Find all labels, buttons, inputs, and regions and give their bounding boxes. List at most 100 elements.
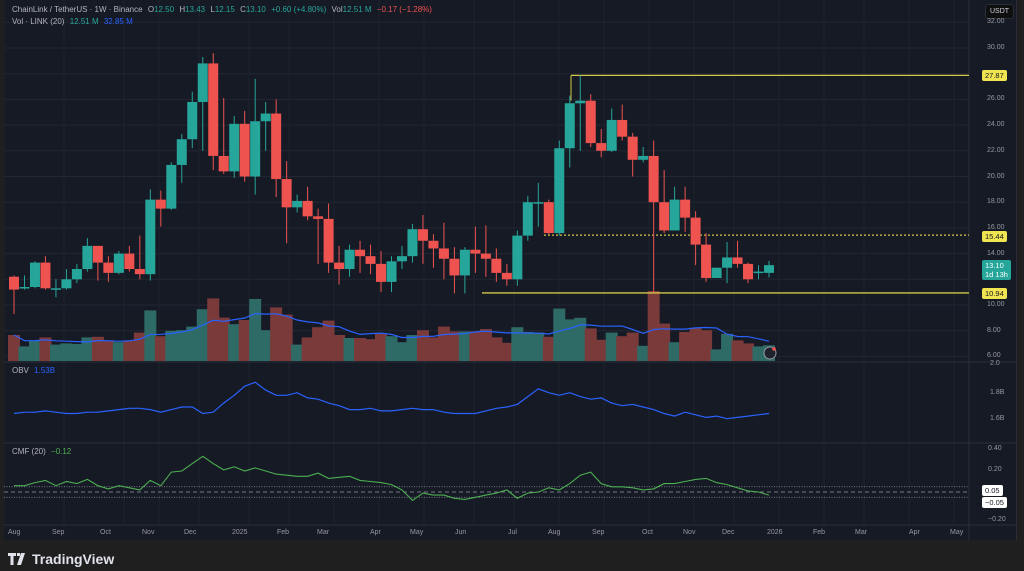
time-tick: Dec bbox=[722, 529, 735, 536]
volume-bar bbox=[322, 320, 335, 361]
tradingview-logo[interactable]: TradingView bbox=[8, 551, 114, 567]
candle bbox=[386, 261, 397, 282]
obv-tick: 1.6B bbox=[990, 415, 1005, 422]
volume-bar bbox=[238, 320, 251, 361]
volume-bar bbox=[364, 339, 377, 361]
volume-bar bbox=[395, 342, 408, 361]
volume-value: 12.51 M bbox=[342, 5, 372, 14]
candle bbox=[543, 202, 554, 234]
time-tick: May bbox=[410, 529, 424, 536]
candle bbox=[250, 121, 261, 177]
volume-bar bbox=[574, 317, 587, 361]
candle bbox=[260, 113, 271, 122]
time-tick: Nov bbox=[142, 529, 155, 536]
candle bbox=[92, 245, 103, 263]
volume-bar bbox=[102, 341, 115, 361]
candle bbox=[197, 63, 208, 102]
candle bbox=[323, 218, 334, 263]
candle bbox=[764, 265, 774, 273]
candle bbox=[187, 101, 198, 140]
obv-line bbox=[13, 381, 770, 420]
volume-bar bbox=[8, 335, 20, 361]
candle bbox=[417, 229, 428, 241]
cmf-upper-level-label: 0.05 bbox=[982, 485, 1003, 496]
time-tick: Jun bbox=[455, 529, 467, 536]
close-value: 13.10 bbox=[245, 5, 266, 14]
candle bbox=[617, 119, 628, 137]
candle bbox=[575, 100, 586, 104]
cmf-legend[interactable]: CMF (20) −0.12 bbox=[12, 447, 74, 456]
candle bbox=[564, 103, 575, 149]
cmf-value: −0.12 bbox=[51, 447, 72, 456]
currency-button[interactable]: USDT bbox=[985, 4, 1015, 19]
chart-canvas[interactable] bbox=[4, 0, 1016, 540]
cmf-tick: 0.20 bbox=[988, 466, 1002, 473]
candle bbox=[638, 155, 649, 160]
high-value: 13.43 bbox=[185, 5, 206, 14]
candle bbox=[313, 216, 324, 219]
candle bbox=[218, 155, 229, 172]
volume-bar bbox=[375, 333, 388, 361]
volume-bar bbox=[521, 332, 534, 361]
candle bbox=[501, 272, 512, 280]
candle bbox=[208, 63, 219, 156]
volume-bar bbox=[343, 338, 356, 361]
candle bbox=[40, 262, 51, 289]
candle bbox=[596, 143, 607, 151]
volume-bar bbox=[553, 308, 566, 361]
bar-countdown: 1d 13h bbox=[985, 270, 1008, 279]
volume-bar bbox=[479, 329, 492, 361]
candle bbox=[71, 269, 82, 280]
symbol-legend[interactable]: ChainLink / TetherUS · 1W · Binance O12.… bbox=[12, 5, 432, 14]
candle bbox=[407, 229, 418, 257]
cmf-line bbox=[14, 455, 770, 502]
time-tick: Apr bbox=[370, 529, 381, 536]
volume-bar bbox=[458, 331, 471, 361]
candle bbox=[533, 202, 544, 204]
volume-bar bbox=[731, 340, 744, 361]
volume-bar bbox=[595, 339, 608, 361]
volume-bar bbox=[742, 343, 755, 361]
volume-bar bbox=[710, 349, 723, 361]
volume-bar bbox=[207, 298, 220, 361]
volume-bar bbox=[217, 317, 230, 361]
volume-bar bbox=[448, 331, 461, 361]
candle bbox=[491, 258, 502, 273]
volume-bar bbox=[563, 319, 576, 361]
candle bbox=[701, 244, 712, 279]
volume-bar bbox=[259, 330, 272, 361]
candle bbox=[176, 139, 187, 165]
candle bbox=[344, 249, 355, 270]
chart-frame[interactable] bbox=[4, 0, 1017, 540]
brand-name: TradingView bbox=[32, 551, 115, 567]
candle bbox=[711, 267, 722, 279]
candle bbox=[743, 263, 754, 280]
volume-bar bbox=[658, 323, 671, 361]
price-tick: 6.00 bbox=[987, 352, 1001, 360]
volume-bar bbox=[668, 342, 681, 361]
cmf-tick: −0.20 bbox=[988, 516, 1006, 523]
candle bbox=[281, 179, 292, 208]
candle bbox=[659, 202, 670, 231]
symbol-title: ChainLink / TetherUS · 1W · Binance bbox=[12, 5, 143, 14]
volume-bar bbox=[679, 332, 692, 361]
candle bbox=[606, 119, 617, 151]
candle bbox=[512, 235, 523, 280]
volume-bar bbox=[437, 326, 450, 361]
candle bbox=[449, 258, 460, 276]
time-tick: Feb bbox=[277, 529, 290, 536]
resistance-high-label: 27.87 bbox=[982, 70, 1007, 81]
volume-indicator-label: Vol · LINK (20) bbox=[12, 17, 65, 26]
candle bbox=[302, 200, 313, 217]
candle bbox=[355, 249, 366, 257]
candle bbox=[229, 123, 240, 172]
obv-legend[interactable]: OBV 1.53B bbox=[12, 366, 58, 375]
current-price: 13.10 bbox=[985, 261, 1004, 270]
volume-legend[interactable]: Vol · LINK (20) 12.51 M 32.85 M bbox=[12, 17, 136, 26]
time-tick: Oct bbox=[100, 529, 111, 536]
candle bbox=[732, 257, 743, 264]
volume-bar bbox=[490, 337, 503, 361]
time-tick: Oct bbox=[642, 529, 653, 536]
candle bbox=[648, 155, 659, 203]
obv-tick: 2.0 bbox=[990, 360, 1000, 367]
